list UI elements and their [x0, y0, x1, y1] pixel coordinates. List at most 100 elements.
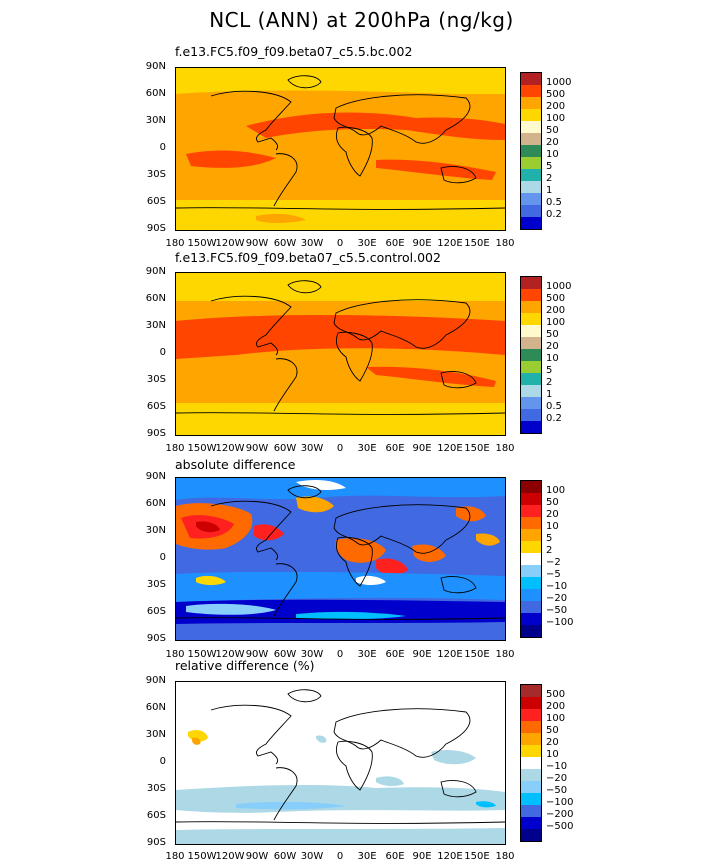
colorbar-label: 500 [546, 89, 566, 100]
panel-3-field [176, 478, 505, 640]
colorbar-label: −200 [546, 809, 574, 820]
lon-label: 90E [412, 851, 432, 862]
colorbar-label: 0.5 [546, 401, 562, 412]
colorbar-label: 10 [546, 149, 559, 160]
lon-label: 180 [165, 443, 185, 454]
lat-label: 0 [159, 552, 166, 563]
lon-label: 180 [165, 851, 185, 862]
lon-label: 90E [412, 238, 432, 249]
colorbar-label: 2 [546, 377, 553, 388]
colorbar-label: 20 [546, 509, 559, 520]
lon-label: 90E [412, 649, 432, 660]
lat-label: 90N [145, 61, 166, 72]
lon-label: 0 [336, 443, 344, 454]
lat-label: 60S [146, 810, 166, 821]
colorbar-label: 1000 [546, 281, 572, 292]
lon-label: 180 [495, 238, 515, 249]
colorbar-label: 200 [546, 305, 566, 316]
colorbar-label: 100 [546, 485, 566, 496]
lon-label: 0 [336, 851, 344, 862]
lon-axis-1: 180 150W 120W 90W 60W 30W 0 30E 60E 90E … [160, 238, 520, 250]
lat-label: 60N [145, 702, 166, 713]
colorbar-label: −50 [546, 605, 568, 616]
lat-label: 30N [145, 525, 166, 536]
lon-label: 60W [273, 649, 297, 660]
colorbar-label: 5 [546, 533, 553, 544]
lon-label: 60E [385, 851, 405, 862]
colorbar-label: −2 [546, 557, 561, 568]
lon-label: 120W [215, 649, 245, 660]
lon-label: 30W [300, 649, 324, 660]
lat-label: 0 [159, 347, 166, 358]
lon-label: 180 [165, 238, 185, 249]
lat-label: 90S [146, 428, 166, 439]
colorbar-label: 5 [546, 161, 553, 172]
lon-axis-2: 180 150W 120W 90W 60W 30W 0 30E 60E 90E … [160, 443, 520, 455]
lat-label: 30N [145, 115, 166, 126]
colorbar-3 [520, 480, 542, 638]
lon-label: 150W [187, 238, 217, 249]
lat-label: 0 [159, 756, 166, 767]
colorbar-label: 10 [546, 353, 559, 364]
lon-label: 180 [165, 649, 185, 660]
panel-2-title: f.e13.FC5.f09_f09.beta07_c5.5.control.00… [175, 250, 441, 265]
colorbar-label: 0.2 [546, 209, 562, 220]
lat-label: 30S [146, 374, 166, 385]
colorbar-label: 1 [546, 389, 553, 400]
lat-label: 30N [145, 320, 166, 331]
colorbar-label: 0.2 [546, 413, 562, 424]
colorbar-label: 20 [546, 341, 559, 352]
colorbar-label: 100 [546, 113, 566, 124]
colorbar-label: 1000 [546, 77, 572, 88]
lon-label: 120W [215, 238, 245, 249]
lat-label: 60N [145, 293, 166, 304]
lat-label: 90S [146, 633, 166, 644]
lon-label: 150W [187, 649, 217, 660]
lon-label: 90W [245, 851, 269, 862]
colorbar-label: 0.5 [546, 197, 562, 208]
lat-label: 60N [145, 88, 166, 99]
lon-label: 0 [336, 649, 344, 660]
colorbar-2 [520, 276, 542, 434]
lon-label: 150E [464, 649, 490, 660]
lon-label: 120E [437, 443, 463, 454]
colorbar-label: −100 [546, 797, 574, 808]
colorbar-label: 10 [546, 521, 559, 532]
colorbar-label: −20 [546, 773, 568, 784]
panel-2-map [175, 272, 506, 436]
lon-label: 180 [495, 649, 515, 660]
lon-axis-4: 180 150W 120W 90W 60W 30W 0 30E 60E 90E … [160, 851, 520, 863]
colorbar-label: 1 [546, 185, 553, 196]
lat-label: 90N [145, 675, 166, 686]
colorbar-label: 2 [546, 173, 553, 184]
lon-label: 60E [385, 238, 405, 249]
colorbar-label: −5 [546, 569, 561, 580]
panel-1-field [176, 68, 505, 230]
lon-label: 60W [273, 851, 297, 862]
colorbar-1 [520, 72, 542, 230]
panel-1-map [175, 67, 506, 231]
colorbar-label: 50 [546, 125, 559, 136]
panel-3-title: absolute difference [175, 457, 296, 472]
panel-3-map [175, 477, 506, 641]
colorbar-label: 100 [546, 713, 566, 724]
lon-label: 0 [336, 238, 344, 249]
colorbar-label: −10 [546, 581, 568, 592]
lon-label: 150E [464, 238, 490, 249]
lat-label: 60S [146, 196, 166, 207]
lon-label: 60E [385, 443, 405, 454]
colorbar-4 [520, 684, 542, 842]
lat-label: 60S [146, 606, 166, 617]
lon-label: 30E [357, 443, 377, 454]
lon-label: 30W [300, 443, 324, 454]
lon-label: 150W [187, 443, 217, 454]
colorbar-label: −100 [546, 617, 574, 628]
lon-label: 150E [464, 851, 490, 862]
colorbar-label: −20 [546, 593, 568, 604]
lon-label: 60W [273, 443, 297, 454]
panel-4-map [175, 681, 506, 845]
lon-label: 120E [437, 851, 463, 862]
lon-label: 150E [464, 443, 490, 454]
lat-label: 30S [146, 169, 166, 180]
panel-1-title: f.e13.FC5.f09_f09.beta07_c5.5.bc.002 [175, 44, 413, 59]
